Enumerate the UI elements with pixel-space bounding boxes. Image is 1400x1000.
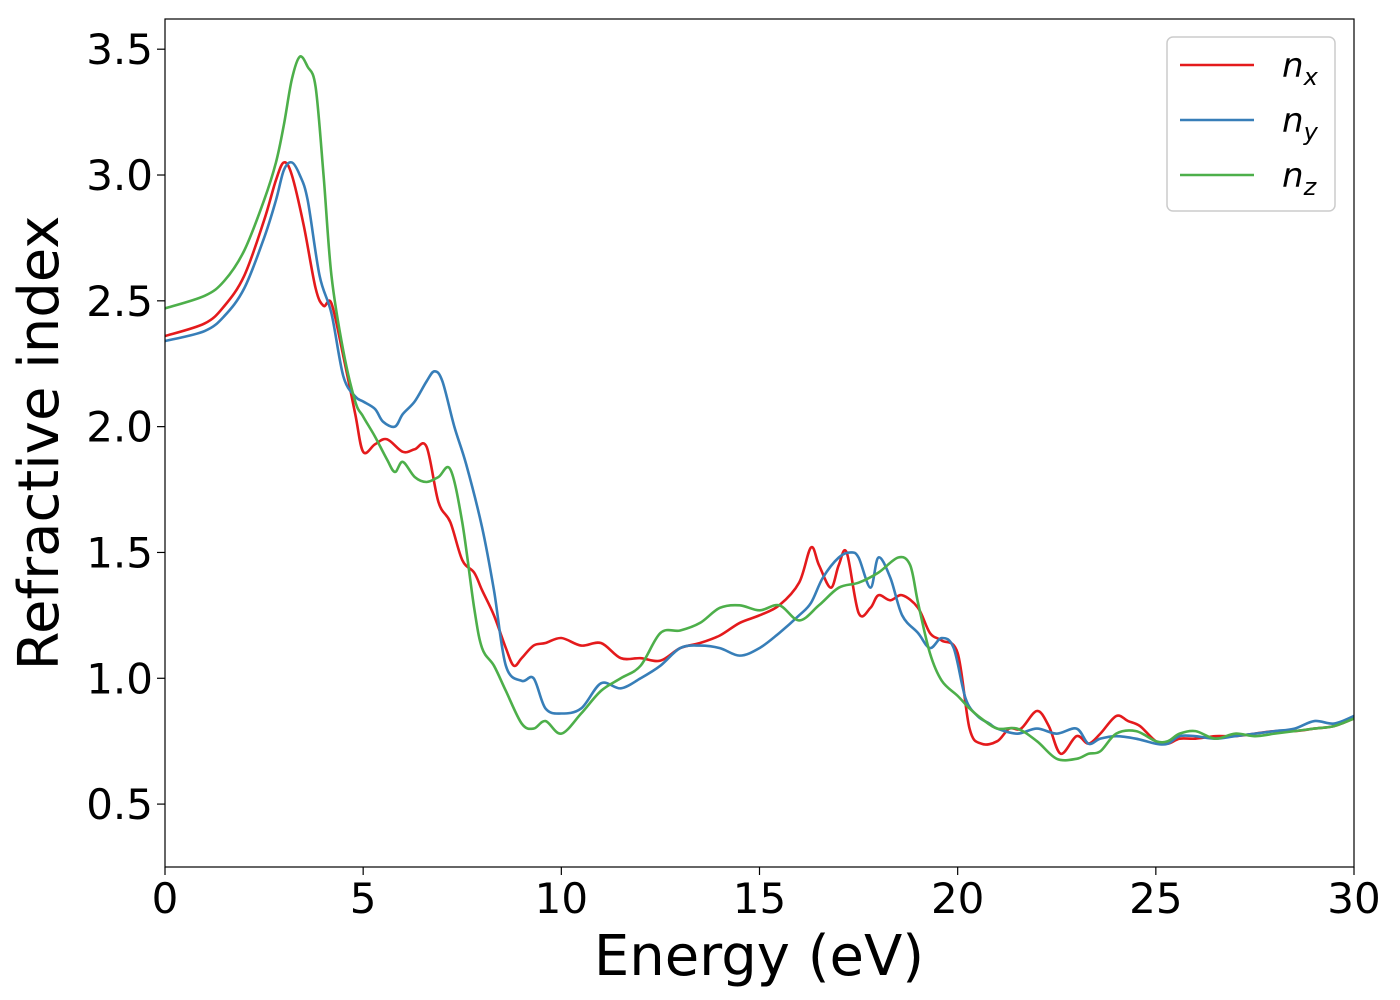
legend-label-n_y: ny <box>1282 101 1319 146</box>
y-axis-title: Refractive index <box>7 216 72 671</box>
x-tick-label: 10 <box>535 874 588 923</box>
legend-label-n_x: nx <box>1282 46 1319 91</box>
y-tick-label: 1.5 <box>86 528 153 577</box>
legend-box <box>1166 36 1336 212</box>
y-tick-label: 1.0 <box>86 654 153 703</box>
y-tick-label: 2.0 <box>86 403 153 452</box>
x-axis-title: Energy (eV) <box>594 924 924 989</box>
x-tick-label: 0 <box>152 874 179 923</box>
plot-background <box>165 19 1354 867</box>
legend-label-n_z: nz <box>1282 156 1318 201</box>
x-tick-label: 15 <box>733 874 786 923</box>
x-tick-label: 25 <box>1129 874 1182 923</box>
x-tick-label: 30 <box>1327 874 1380 923</box>
y-tick-label: 0.5 <box>86 780 153 829</box>
y-tick-label: 2.5 <box>86 277 153 326</box>
series-line-n_x <box>164 161 1355 756</box>
y-axis: 0.5 1.0 1.5 2.0 2.5 3.0 3.5 <box>86 25 165 829</box>
x-tick-label: 20 <box>931 874 984 923</box>
y-tick-label: 3.0 <box>86 151 153 200</box>
y-tick-label: 3.5 <box>86 25 153 74</box>
legend: nx ny nz <box>1166 36 1336 212</box>
series-layer <box>164 55 1355 762</box>
x-axis: 0 5 10 15 20 25 30 <box>152 867 1381 923</box>
x-tick-label: 5 <box>350 874 377 923</box>
series-line-n_y <box>164 160 1355 746</box>
series-line-n_z <box>164 55 1355 762</box>
